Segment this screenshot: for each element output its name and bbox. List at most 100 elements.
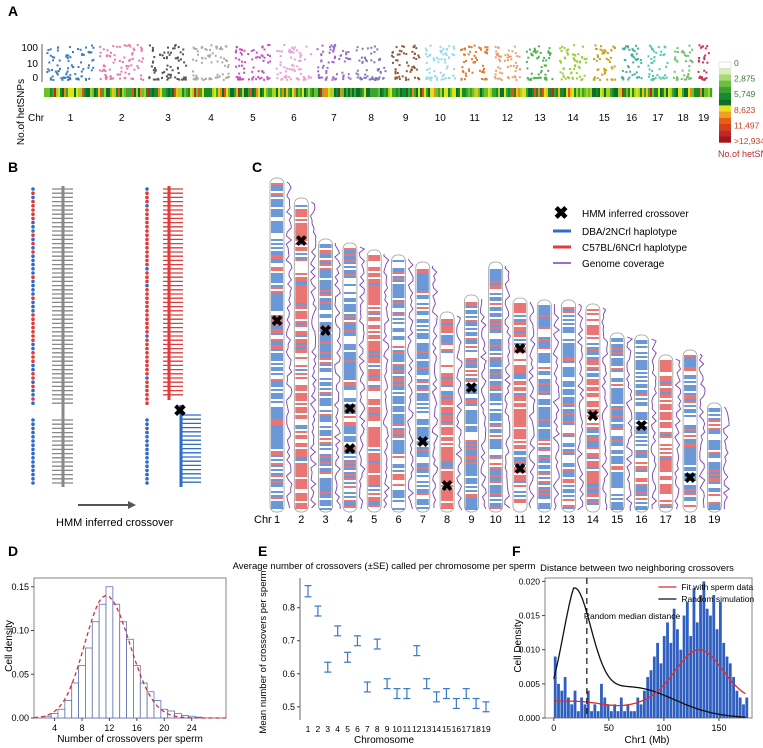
snp-point — [279, 64, 282, 67]
snp-dot — [31, 372, 35, 376]
chr-label: 1 — [68, 113, 74, 124]
snp-point — [161, 54, 164, 57]
snp-point — [516, 55, 519, 58]
heat-cell — [680, 88, 683, 97]
heat-cell — [396, 88, 399, 97]
heat-cell — [566, 88, 569, 97]
heat-cell — [678, 88, 681, 97]
snp-point — [640, 77, 643, 80]
snp-point — [182, 78, 185, 81]
snp-point — [116, 45, 119, 48]
heat-cell — [378, 88, 381, 97]
snp-point — [396, 72, 399, 74]
snp-dot — [31, 456, 35, 460]
snp-point — [396, 59, 399, 62]
snp-point — [256, 55, 259, 58]
errorbar — [363, 681, 371, 693]
histogram-bar — [586, 690, 590, 718]
heat-cell — [648, 88, 651, 97]
snp-point — [601, 49, 604, 52]
snp-point — [92, 66, 95, 69]
snp-point — [347, 73, 350, 76]
snp-point — [174, 76, 177, 79]
heat-cell — [598, 88, 601, 97]
snp-point — [77, 66, 80, 68]
snp-point — [499, 71, 502, 74]
panel-label-f: F — [512, 543, 521, 559]
snp-point — [603, 69, 606, 72]
snp-point — [469, 50, 472, 53]
snp-point — [296, 65, 299, 68]
x-tick-label: 0 — [551, 723, 556, 733]
heat-cell — [54, 88, 57, 97]
legend-dba-label: DBA/2NCrl haplotype — [582, 227, 677, 238]
snp-point — [683, 53, 686, 56]
heat-cell — [150, 88, 153, 97]
heat-cell — [552, 88, 555, 97]
heat-cell — [630, 88, 633, 97]
snp-point — [54, 70, 57, 73]
heat-cell — [498, 88, 501, 97]
snp-point — [343, 60, 346, 63]
heat-cell — [464, 88, 467, 97]
snp-point — [705, 77, 708, 79]
snp-point — [310, 76, 312, 79]
y-tick-label: 0.00 — [11, 713, 29, 723]
snp-point — [267, 44, 270, 47]
legend-swatch — [719, 68, 731, 75]
snp-point — [239, 51, 242, 54]
snp-dot — [145, 384, 149, 389]
snp-point — [208, 55, 211, 58]
snp-point — [290, 50, 293, 53]
snp-point — [347, 76, 350, 79]
x-tick-label: 3 — [325, 724, 330, 734]
chromosome-19: 19 — [707, 402, 730, 526]
heat-cell — [184, 88, 187, 97]
snp-point — [676, 51, 679, 53]
snp-dot — [145, 241, 149, 246]
snp-point — [507, 59, 509, 62]
snp-point — [683, 74, 686, 77]
snp-point — [503, 59, 506, 62]
snp-point — [123, 56, 126, 59]
heat-cell — [274, 88, 277, 97]
snp-point — [360, 77, 362, 80]
snp-point — [508, 55, 511, 58]
x-tick-label: 15 — [442, 724, 452, 734]
chromosome-7: ✖7 — [415, 261, 439, 526]
heat-cell — [348, 88, 351, 97]
snp-point — [703, 56, 706, 59]
coverage-trace — [722, 406, 730, 510]
snp-dot — [145, 300, 149, 305]
heat-cell — [58, 88, 61, 97]
heat-cell — [66, 88, 69, 97]
chr-label: 8 — [368, 113, 374, 124]
y-tick-label: 0.5 — [282, 702, 295, 712]
snp-point — [366, 47, 369, 50]
snp-point — [263, 56, 266, 59]
panel-a-scatter — [46, 44, 710, 81]
chr-label: 16 — [635, 514, 647, 526]
snp-point — [288, 76, 291, 78]
heat-cell — [260, 88, 263, 97]
heat-cell — [694, 88, 697, 97]
panel-e-xlabel: Chromosome — [354, 735, 414, 746]
snp-point — [195, 78, 198, 81]
chr-label: 15 — [599, 113, 611, 124]
heat-cell — [140, 88, 143, 97]
heat-cell — [548, 88, 551, 97]
snp-point — [537, 55, 540, 58]
snp-point — [689, 59, 692, 62]
snp-point — [51, 75, 54, 78]
snp-point — [635, 59, 638, 62]
heat-cell — [346, 88, 349, 97]
snp-point — [298, 59, 301, 62]
snp-point — [504, 54, 507, 57]
heat-cell — [688, 88, 691, 97]
snp-dot — [31, 430, 35, 435]
snp-point — [631, 74, 634, 77]
histogram-bar — [85, 647, 93, 719]
snp-point — [194, 78, 197, 81]
snp-point — [537, 45, 540, 48]
crossover-x-icon: ✖ — [514, 341, 527, 358]
